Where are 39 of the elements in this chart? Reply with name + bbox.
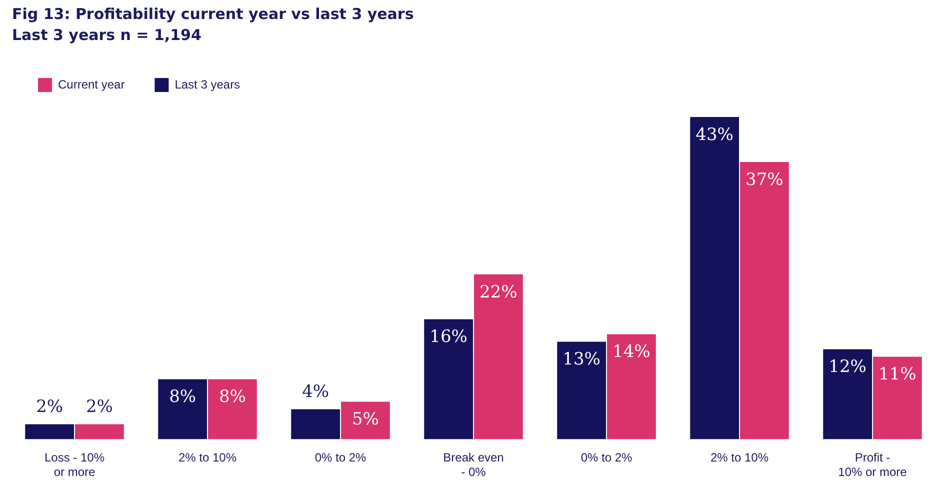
bar	[873, 356, 922, 440]
data-label: 37%	[746, 170, 784, 190]
bar	[740, 162, 789, 440]
data-label: 16%	[430, 327, 468, 348]
data-label: 22%	[480, 282, 518, 302]
x-tick-label: 2% to 10%	[710, 450, 769, 465]
data-label: 12%	[828, 357, 866, 378]
data-label: 13%	[562, 350, 600, 370]
legend-label: Last 3 years	[174, 77, 240, 92]
x-tick-label: Break even - 0%	[443, 450, 504, 480]
x-tick-label: Loss - 10% or more	[44, 450, 105, 480]
data-label: 2%	[86, 397, 113, 418]
x-tick-label: 0% to 2%	[314, 450, 367, 465]
bar	[341, 402, 390, 440]
bar	[557, 342, 606, 440]
data-label: 43%	[696, 124, 734, 145]
bar	[424, 319, 473, 440]
data-label: 8%	[218, 387, 246, 408]
bar	[75, 424, 124, 440]
bar	[158, 379, 207, 440]
bar	[291, 409, 340, 440]
x-tick-label: Profit - 10% or more	[838, 450, 908, 480]
data-label: 14%	[612, 342, 650, 362]
data-label: 5%	[352, 410, 379, 430]
bar	[208, 379, 257, 440]
bar	[823, 349, 872, 440]
bar	[690, 116, 739, 440]
data-label: 8%	[169, 387, 196, 408]
chart-subtitle: Last 3 years n = 1,194	[12, 25, 202, 46]
data-label: 11%	[878, 364, 916, 385]
legend-label: Current year	[58, 77, 125, 92]
bar	[607, 334, 656, 440]
data-label: 2%	[36, 397, 64, 418]
data-label: 4%	[302, 382, 330, 402]
chart-title: Fig 13: Profitability current year vs last 3 years	[12, 4, 414, 25]
x-tick-label: 0% to 2%	[580, 450, 633, 465]
bar	[474, 274, 523, 440]
bar	[25, 424, 74, 440]
x-tick-label: 2% to 10%	[178, 450, 237, 465]
